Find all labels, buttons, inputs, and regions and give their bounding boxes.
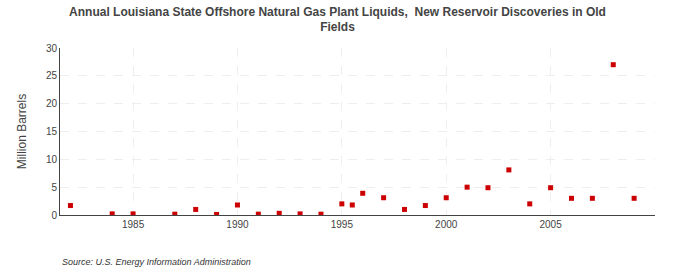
- svg-text:20: 20: [46, 98, 58, 109]
- svg-text:5: 5: [51, 182, 57, 193]
- svg-text:Million Barrels: Million Barrels: [15, 94, 29, 169]
- svg-text:2005: 2005: [539, 219, 562, 230]
- svg-text:Annual Louisiana State Offshor: Annual Louisiana State Offshore Natural …: [69, 5, 606, 35]
- svg-text:1985: 1985: [122, 219, 145, 230]
- svg-text:2000: 2000: [435, 219, 458, 230]
- svg-text:Source: U.S. Energy Informatio: Source: U.S. Energy Information Administ…: [62, 257, 251, 267]
- svg-text:10: 10: [46, 154, 58, 165]
- svg-text:0: 0: [51, 210, 57, 221]
- svg-text:15: 15: [46, 126, 58, 137]
- svg-text:1995: 1995: [331, 219, 354, 230]
- svg-text:30: 30: [46, 43, 58, 54]
- svg-text:1990: 1990: [226, 219, 249, 230]
- svg-text:25: 25: [46, 70, 58, 81]
